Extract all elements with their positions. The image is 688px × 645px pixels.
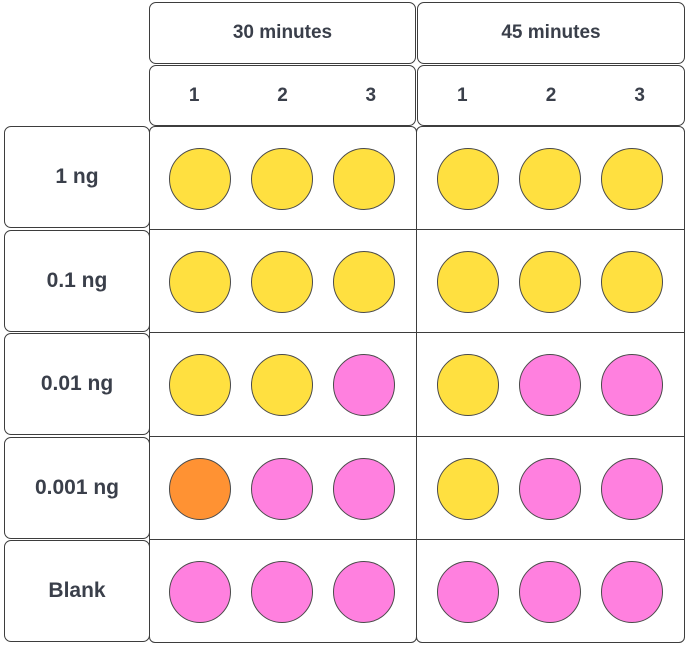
result-dot-yellow [437,458,499,520]
row-divider [417,332,684,333]
replicate-label: 2 [545,84,557,106]
result-dot-yellow [437,251,499,313]
time-header-30-minutes: 30 minutes [149,2,416,64]
result-dot-yellow [251,148,313,210]
results-panel-45-minutes [416,126,685,643]
row-label-text: 1 ng [55,165,99,188]
row-label-blank: Blank [4,540,150,642]
row-divider [150,332,416,333]
result-dot-yellow [601,251,663,313]
replicate-label: 2 [277,84,288,106]
row-label-0-1-ng: 0.1 ng [4,230,150,332]
result-dot-yellow [251,354,313,416]
row-divider [417,229,684,230]
result-dot-yellow [169,251,231,313]
result-dot-pink [169,561,231,623]
result-dot-yellow [601,148,663,210]
row-divider [417,539,684,540]
results-panel-30-minutes [149,126,417,643]
result-dot-pink [333,561,395,623]
result-dot-pink [251,458,313,520]
result-dot-pink [333,354,395,416]
row-label-0-01-ng: 0.01 ng [4,333,150,435]
result-dot-pink [519,458,581,520]
result-dot-pink [251,561,313,623]
replicate-header-45-minutes: 1 2 3 [417,65,685,126]
row-divider [150,436,416,437]
result-dot-orange [169,458,231,520]
row-divider [150,229,416,230]
replicate-label: 1 [457,84,468,106]
row-label-text: 0.001 ng [34,476,120,499]
time-header-45-minutes: 45 minutes [417,2,685,64]
result-dot-pink [333,458,395,520]
replicate-label: 1 [188,84,200,106]
result-dot-pink [601,458,663,520]
replicate-header-30-minutes: 1 2 3 [149,65,416,126]
result-dot-yellow [169,148,231,210]
row-label-0-001-ng: 0.001 ng [4,437,150,539]
result-dot-yellow [519,251,581,313]
row-label-text: Blank [48,579,106,602]
result-dot-pink [601,561,663,623]
result-dot-pink [601,354,663,416]
result-dot-yellow [519,148,581,210]
time-header-label: 30 minutes [232,22,333,43]
result-dot-yellow [333,251,395,313]
result-dot-yellow [437,148,499,210]
result-dot-pink [519,354,581,416]
row-label-text: 0.01 ng [40,372,114,395]
result-dot-pink [437,561,499,623]
result-dot-pink [519,561,581,623]
row-divider [417,436,684,437]
result-dot-yellow [169,354,231,416]
replicate-label: 3 [365,84,377,106]
result-dot-yellow [333,148,395,210]
row-label-text: 0.1 ng [46,269,108,292]
row-label-1-ng: 1 ng [4,126,150,228]
result-dot-yellow [251,251,313,313]
time-header-label: 45 minutes [501,22,601,43]
row-divider [150,539,416,540]
result-dot-yellow [437,354,499,416]
replicate-label: 3 [634,84,645,106]
